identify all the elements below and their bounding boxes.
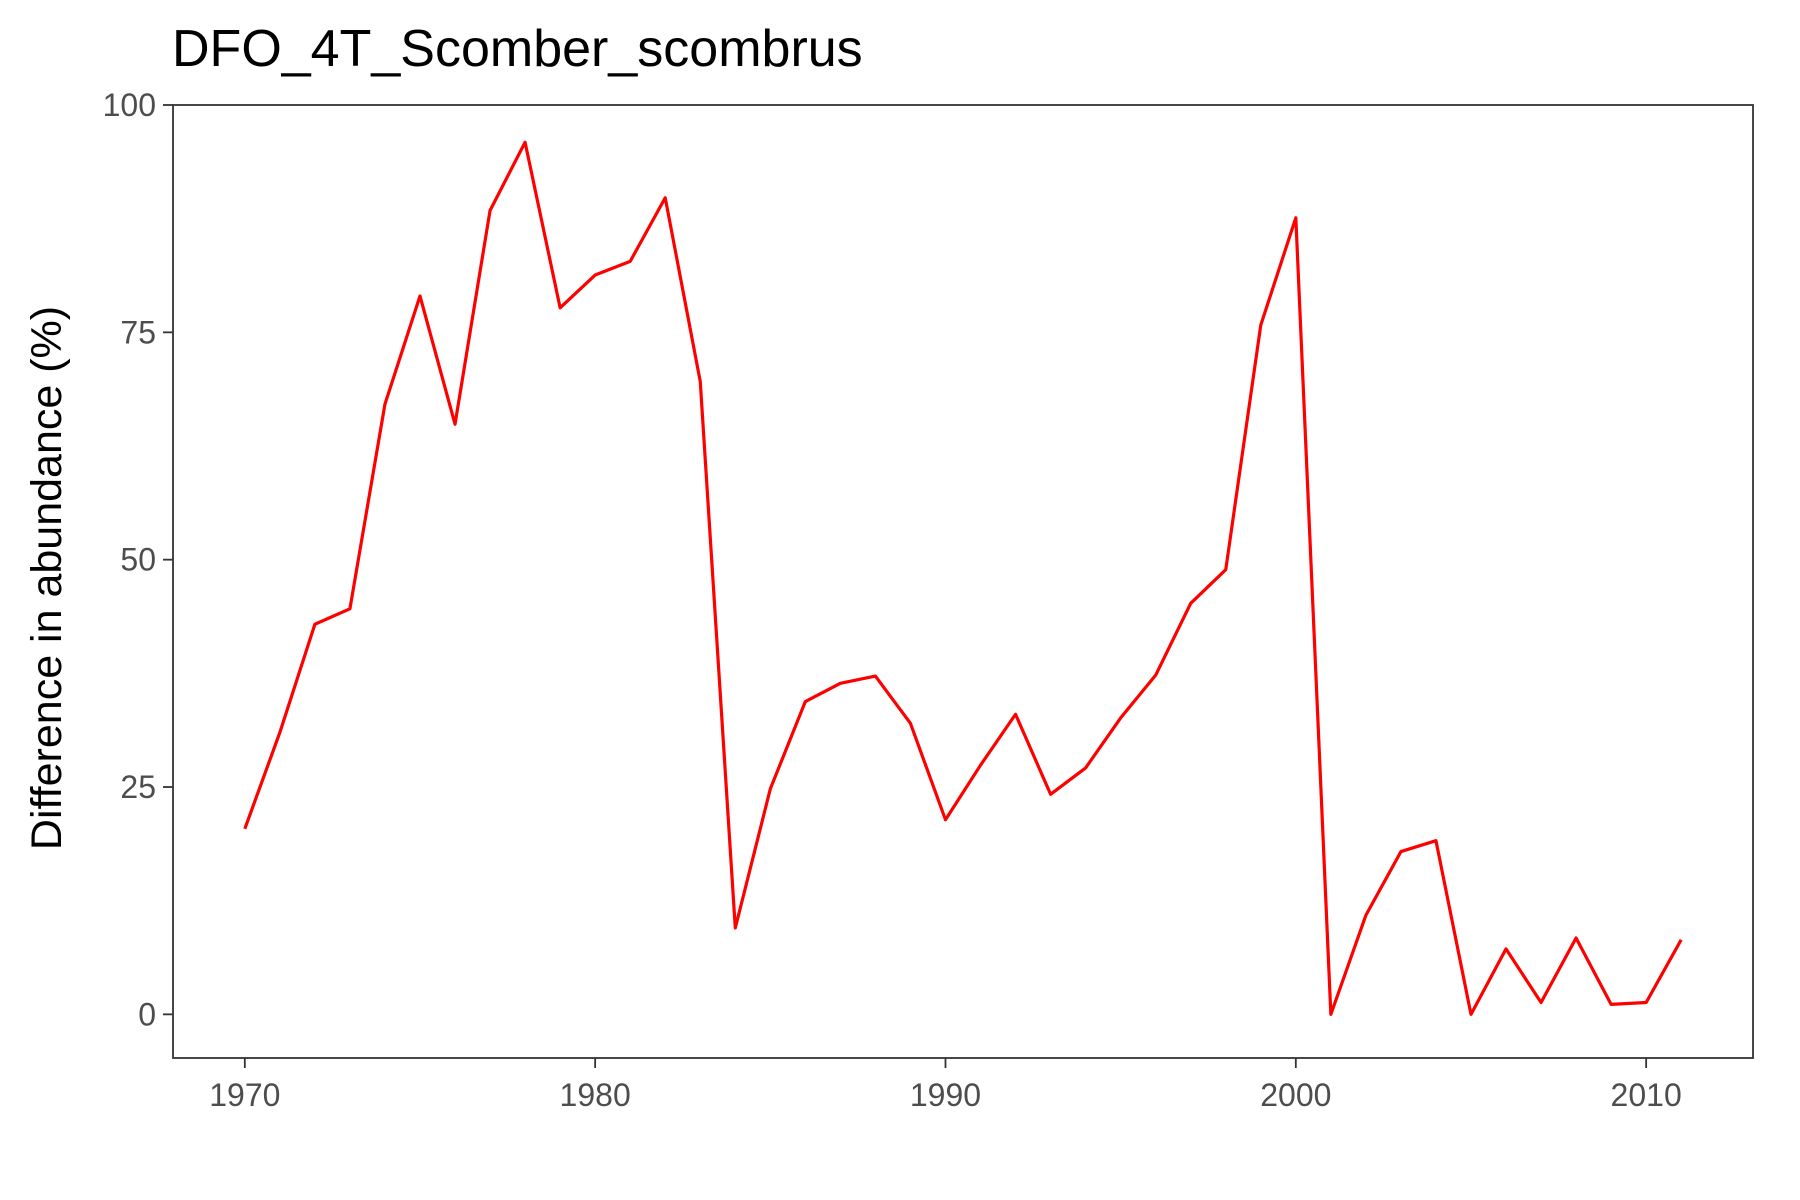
y-tick-label: 50 <box>120 542 156 578</box>
plot-panel-border <box>172 104 1754 1059</box>
x-tick-label: 1980 <box>560 1077 631 1113</box>
x-tick-label: 2010 <box>1611 1077 1682 1113</box>
series-layer <box>243 140 1683 1016</box>
series-line <box>243 140 1683 1016</box>
x-tick-label: 1990 <box>910 1077 981 1113</box>
y-axis: 0 25 50 75 100 <box>103 87 173 1032</box>
y-tick-label: 100 <box>103 87 156 123</box>
y-tick-label: 75 <box>120 314 156 350</box>
y-axis-label: Difference in abundance (%) <box>23 306 71 850</box>
y-tick-label: 25 <box>120 769 156 805</box>
y-tick-label: 0 <box>138 996 156 1032</box>
x-tick-label: 2000 <box>1260 1077 1331 1113</box>
chart-title: DFO_4T_Scomber_scombrus <box>172 20 863 78</box>
x-axis: 1970 1980 1990 2000 2010 <box>209 1058 1682 1113</box>
x-tick-label: 1970 <box>209 1077 280 1113</box>
